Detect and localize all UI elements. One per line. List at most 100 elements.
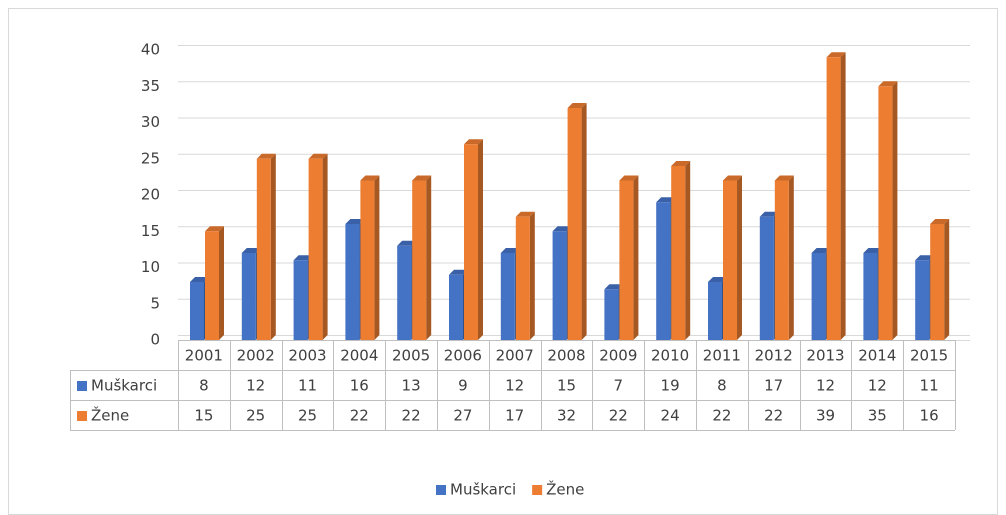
bar-top (915, 255, 935, 261)
bar-top (774, 175, 794, 181)
table-legend-key (77, 411, 87, 421)
bar-side (840, 52, 846, 340)
bar (671, 161, 691, 340)
table-cell: 27 (453, 407, 472, 425)
bar-side (944, 219, 950, 340)
bar-front (619, 180, 634, 340)
bar-side (322, 153, 328, 340)
y-tick-label: 40 (141, 41, 160, 59)
bar-front (449, 274, 463, 340)
table-cell: 22 (402, 407, 421, 425)
bar-top (345, 219, 365, 224)
bar-top (205, 226, 224, 232)
bar (723, 175, 742, 340)
bar (464, 139, 483, 340)
bar-front (774, 180, 789, 340)
bar-front (412, 180, 427, 340)
y-tick-label: 10 (141, 258, 160, 276)
bar-top (567, 103, 587, 108)
bar-side (219, 226, 224, 340)
bar-side (581, 103, 587, 340)
bar-top (826, 52, 846, 58)
bar-top (464, 139, 483, 145)
x-tick-label: 2012 (755, 347, 793, 365)
y-tick-label: 25 (141, 149, 160, 167)
table-cell: 12 (816, 377, 835, 395)
bar-front (397, 245, 412, 340)
bar-front (604, 289, 619, 340)
table-cell: 11 (298, 377, 317, 395)
bar-front (878, 86, 893, 340)
bar-side (478, 139, 483, 340)
y-tick-label: 5 (150, 294, 160, 312)
table-legend-key (77, 381, 87, 391)
bar-top (360, 175, 380, 181)
x-tick-label: 2009 (599, 347, 637, 365)
x-tick-label: 2011 (703, 347, 741, 365)
bar-front (500, 253, 515, 340)
legend-key (532, 485, 543, 495)
y-tick-label: 35 (141, 77, 160, 95)
bar-front (671, 166, 686, 340)
bar-top (811, 248, 831, 253)
bar-front (915, 260, 930, 340)
table-cell: 32 (557, 407, 576, 425)
legend-label: Muškarci (450, 481, 516, 499)
x-tick-label: 2003 (288, 347, 326, 365)
x-tick-label: 2006 (444, 347, 482, 365)
bar-side (529, 211, 535, 340)
table-cell: 15 (557, 377, 576, 395)
bar-front (567, 108, 582, 340)
bar-front (863, 253, 878, 340)
table-cell: 35 (868, 407, 887, 425)
bar-top (241, 248, 261, 253)
bar-top (397, 240, 417, 246)
y-tick-label: 0 (150, 331, 160, 349)
bar-top (930, 219, 950, 224)
bar (412, 175, 432, 340)
legend-key (436, 485, 446, 495)
legend-label: Žene (546, 480, 584, 499)
bar-top (552, 226, 572, 232)
bar (826, 52, 846, 340)
table-cell: 12 (868, 377, 887, 395)
bar-front (708, 282, 722, 340)
bar (878, 81, 898, 340)
bar (256, 153, 276, 340)
table-cell: 19 (661, 377, 680, 395)
table-cell: 16 (350, 377, 369, 395)
bar (308, 153, 328, 340)
bar (205, 226, 224, 340)
x-tick-label: 2002 (237, 347, 275, 365)
bar-front (190, 282, 204, 340)
bar-front (515, 216, 530, 340)
x-tick-label: 2010 (651, 347, 689, 365)
bar (360, 175, 380, 340)
bar-front (308, 158, 323, 340)
bar-front (811, 253, 826, 340)
bar-front (723, 180, 737, 340)
bar-top (619, 175, 639, 181)
bar-front (345, 224, 360, 340)
table-cell: 39 (816, 407, 835, 425)
bar-top (656, 197, 676, 203)
bar (567, 103, 587, 340)
bar-top (708, 277, 727, 282)
bar-top (190, 277, 209, 282)
table-cell: 13 (402, 377, 421, 395)
x-tick-label: 2001 (185, 347, 223, 365)
bar-top (412, 175, 432, 181)
bar-top (515, 211, 535, 217)
table-cell: 25 (298, 407, 317, 425)
bar (930, 219, 950, 340)
x-tick-label: 2008 (547, 347, 585, 365)
bar-front (759, 216, 774, 340)
bar-front (360, 180, 375, 340)
bar-top (759, 211, 779, 217)
bar (619, 175, 639, 340)
table-row-label: Žene (91, 406, 129, 425)
table-cell: 15 (194, 407, 213, 425)
bar (774, 175, 794, 340)
table-cell: 22 (609, 407, 628, 425)
